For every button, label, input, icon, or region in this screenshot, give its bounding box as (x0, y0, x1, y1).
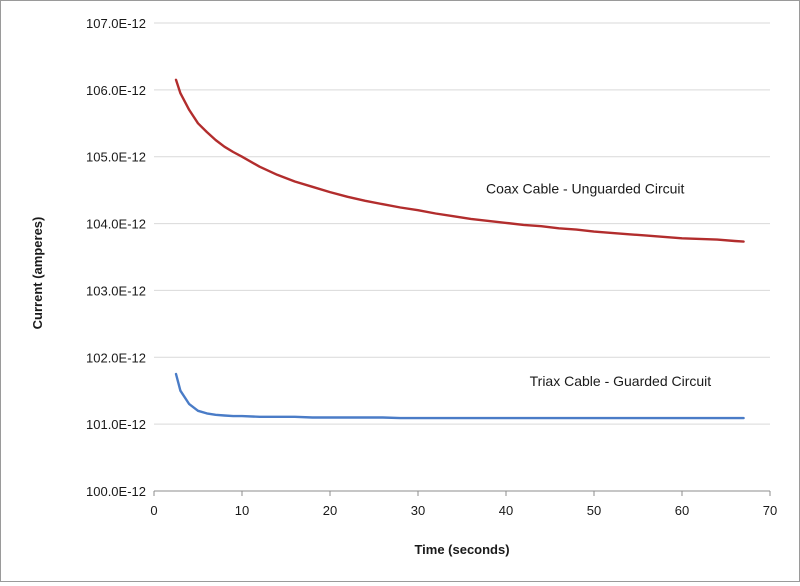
annotations: Coax Cable - Unguarded Circuit Triax Cabl… (486, 180, 711, 389)
y-tick-label: 106.0E-12 (86, 83, 146, 98)
y-tick-label: 103.0E-12 (86, 283, 146, 298)
x-tick-labels: 0 10 20 30 40 50 60 70 (150, 503, 777, 518)
y-tick-label: 101.0E-12 (86, 417, 146, 432)
series-lines (174, 78, 745, 420)
x-tick-label: 50 (587, 503, 601, 518)
x-axis-title: Time (seconds) (414, 542, 509, 557)
x-tick-label: 30 (411, 503, 425, 518)
y-tick-label: 107.0E-12 (86, 16, 146, 31)
y-tick-labels: 100.0E-12 101.0E-12 102.0E-12 103.0E-12 104.… (86, 16, 146, 499)
x-tick-label: 60 (675, 503, 689, 518)
series-annotation-2: Triax Cable - Guarded Circuit (530, 373, 712, 389)
series-line-1 (174, 78, 745, 243)
x-tick-label: 70 (763, 503, 777, 518)
y-tick-label: 105.0E-12 (86, 150, 146, 165)
axes (153, 490, 771, 496)
y-tick-label: 104.0E-12 (86, 217, 146, 232)
y-tick-label: 102.0E-12 (86, 350, 146, 365)
series-line-2 (174, 372, 745, 420)
series-annotation-1: Coax Cable - Unguarded Circuit (486, 180, 685, 196)
x-tick-label: 10 (235, 503, 249, 518)
gridlines (154, 22, 770, 425)
y-tick-label: 100.0E-12 (86, 484, 146, 499)
y-axis-title: Current (amperes) (30, 217, 45, 330)
x-tick-label: 20 (323, 503, 337, 518)
x-tick-label: 40 (499, 503, 513, 518)
x-tick-label: 0 (150, 503, 157, 518)
